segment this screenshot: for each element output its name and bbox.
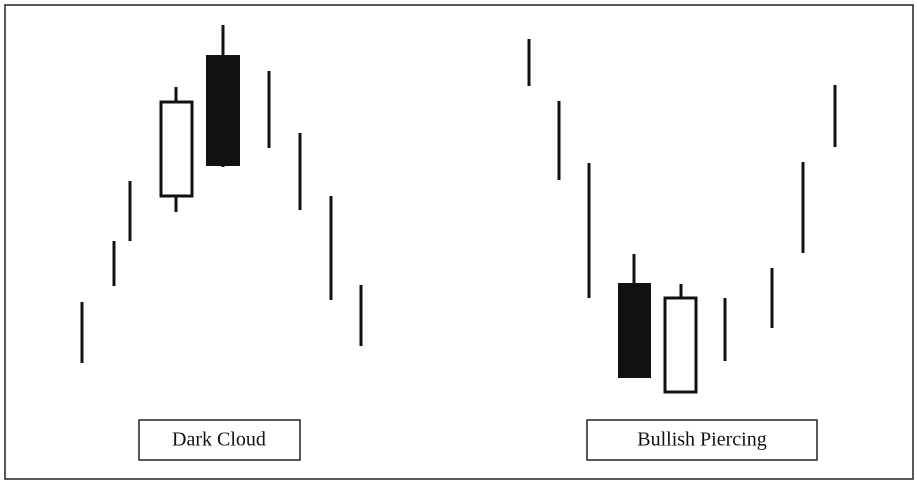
dark-cloud-pattern: Dark Cloud xyxy=(80,25,363,461)
white-candle xyxy=(159,100,194,198)
pattern-label: Bullish Piercing xyxy=(637,429,766,451)
bullish-piercing-pattern: Bullish Piercing xyxy=(527,39,837,461)
label-box xyxy=(586,419,818,461)
frame xyxy=(4,4,914,480)
pattern-label: Dark Cloud xyxy=(172,429,266,451)
white-candle xyxy=(663,296,698,394)
label-box xyxy=(138,419,301,461)
black-candle xyxy=(206,55,240,166)
black-candle xyxy=(618,283,651,378)
